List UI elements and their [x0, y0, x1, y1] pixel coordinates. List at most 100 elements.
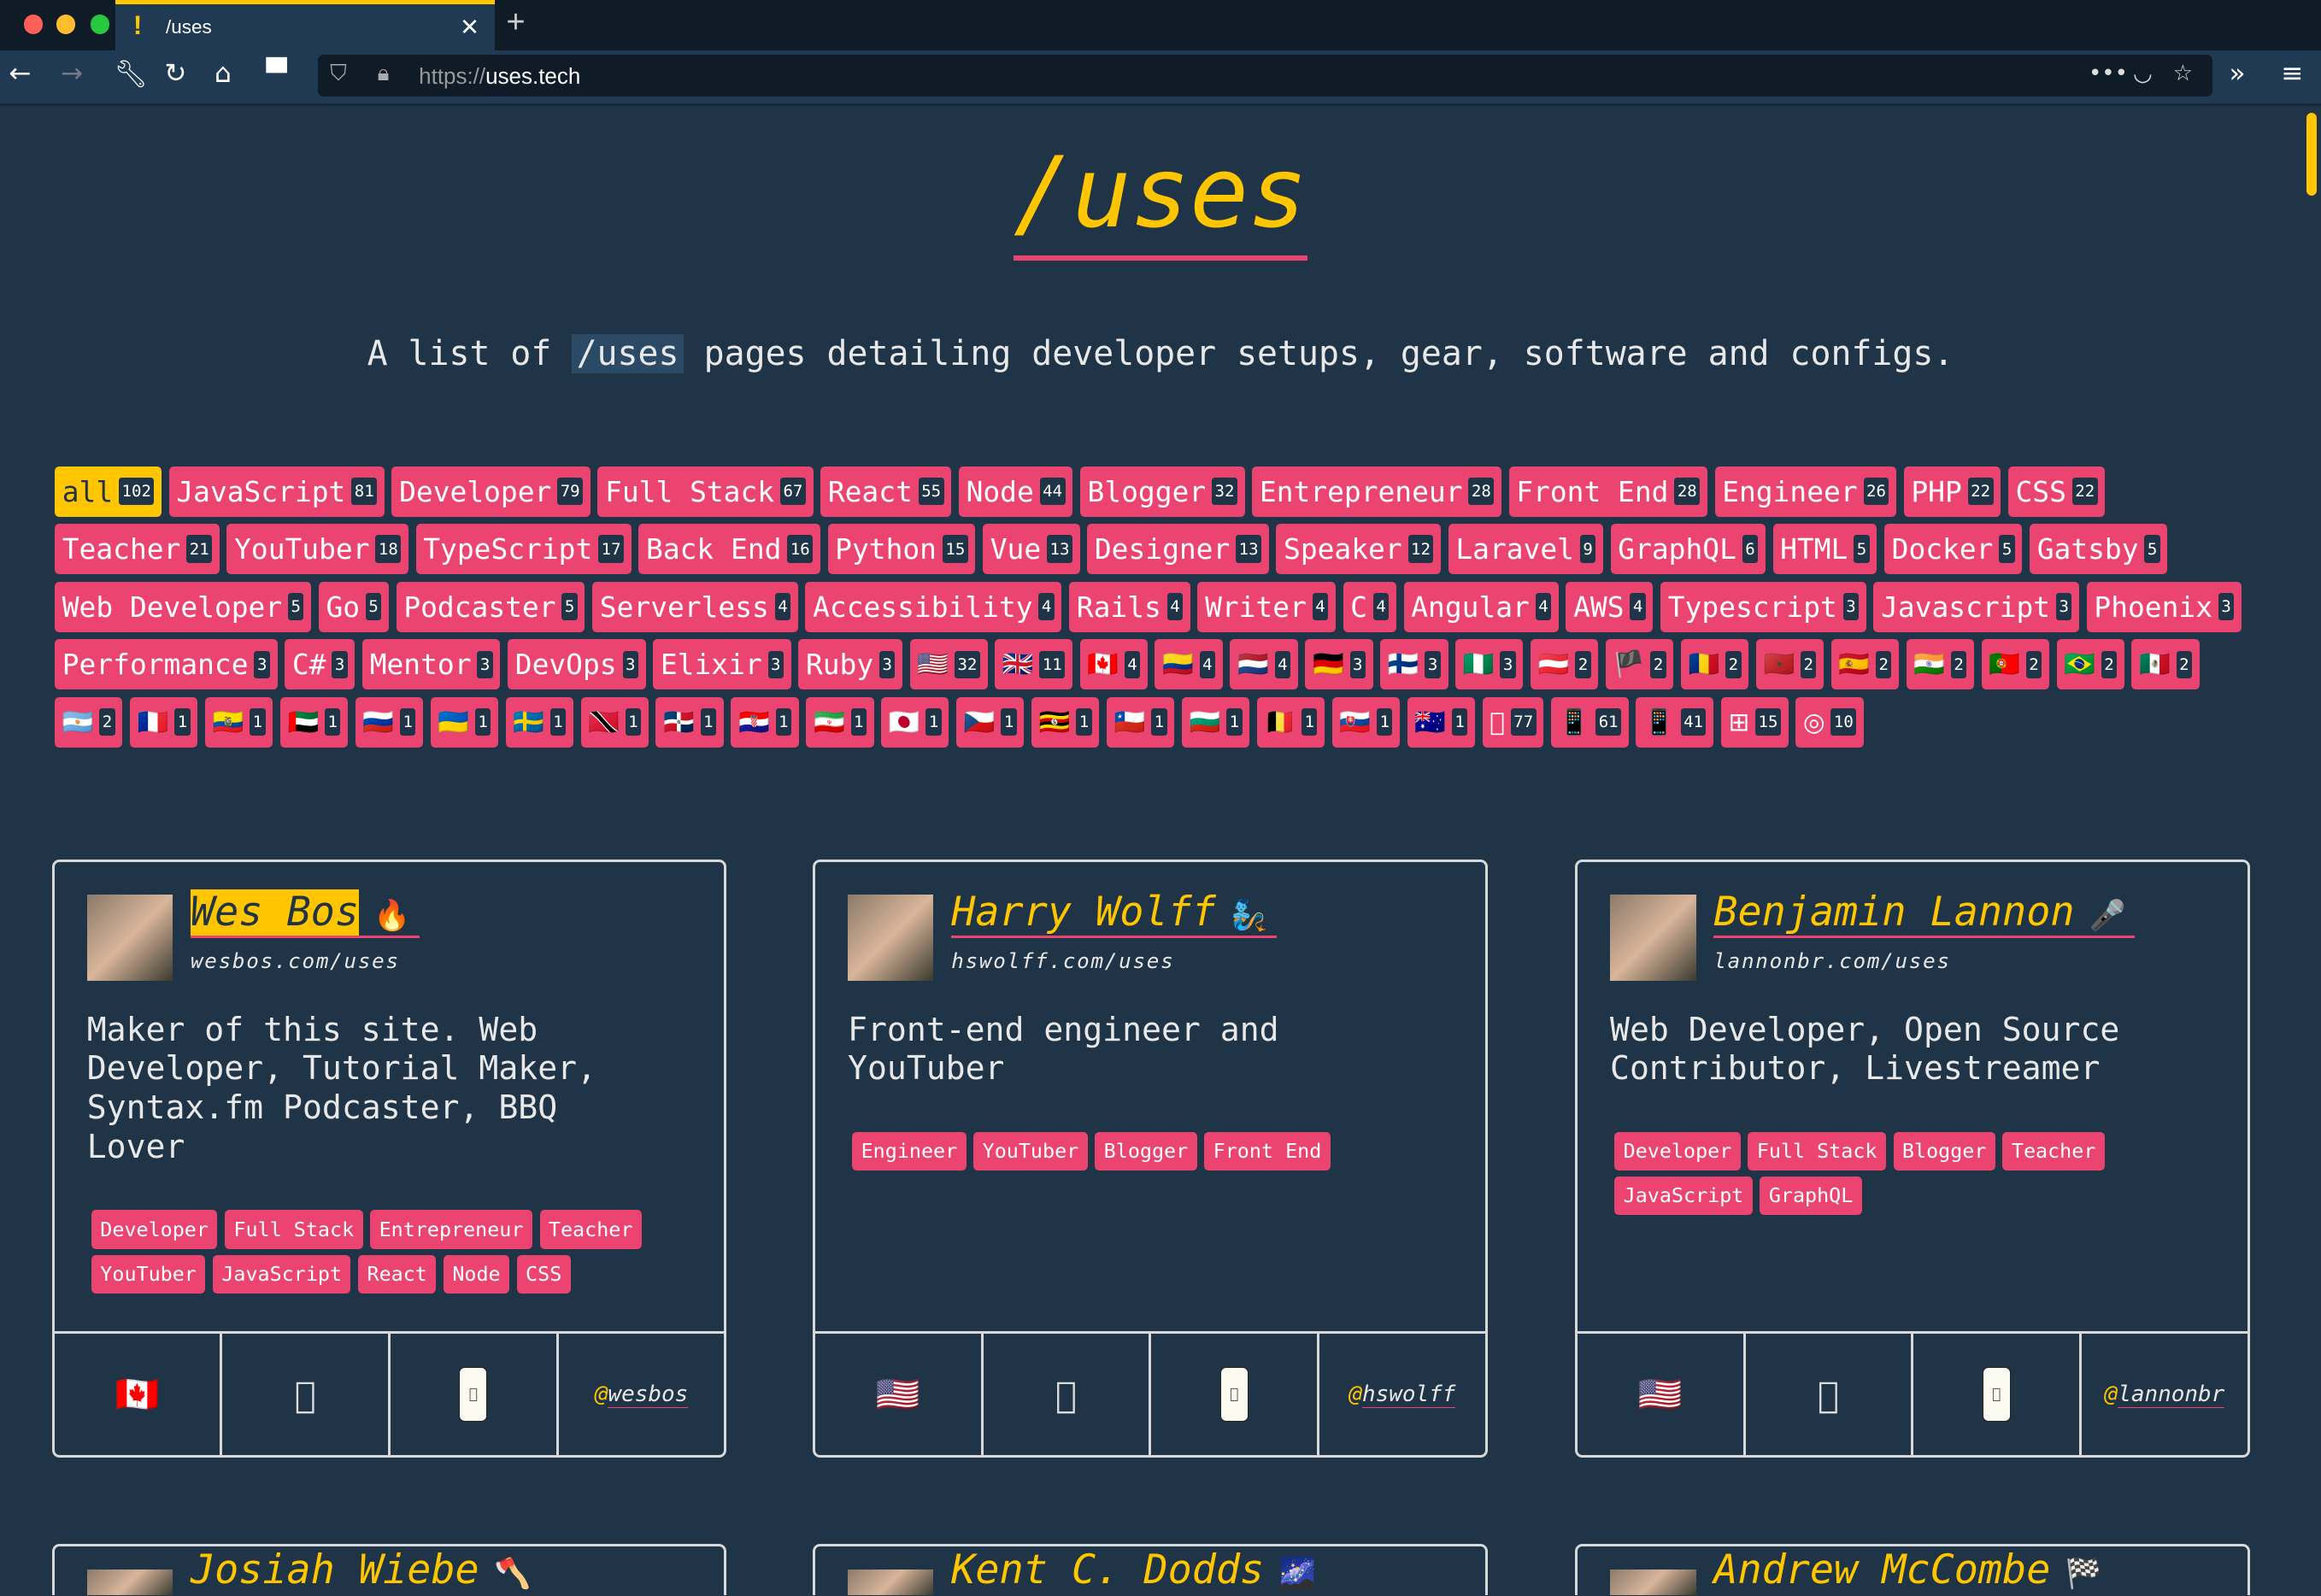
- twitter-link[interactable]: @wesbos: [595, 1382, 689, 1409]
- filter-tag[interactable]: Laravel 9: [1448, 524, 1603, 575]
- menu-icon[interactable]: ≡: [2281, 57, 2304, 89]
- filter-tag[interactable]: Accessibility 4: [805, 581, 1062, 632]
- bookmark-star-icon[interactable]: ☆: [2172, 61, 2193, 86]
- twitter-link[interactable]: @hswolff: [1349, 1382, 1456, 1409]
- filter-tag[interactable]: 🇧🇷 2: [2056, 639, 2124, 690]
- person-name-link[interactable]: Andrew McCombe 🏁: [1713, 1550, 2111, 1594]
- reload-icon[interactable]: ↻: [164, 57, 187, 89]
- filter-tag[interactable]: 🇸🇰 1: [1331, 696, 1401, 748]
- person-uses-link[interactable]: hswolff.com/uses: [951, 948, 1175, 973]
- browser-tab[interactable]: ! /uses ✕: [115, 0, 495, 50]
- filter-tag[interactable]: 77: [1482, 696, 1544, 748]
- filter-tag[interactable]: 🇮🇳 2: [1906, 639, 1974, 690]
- filter-tag[interactable]: React 55: [820, 466, 952, 517]
- filter-tag[interactable]: 🇷🇺 1: [355, 696, 424, 748]
- filter-tag[interactable]: Vue 13: [983, 524, 1080, 575]
- container-icon[interactable]: ▀: [266, 57, 287, 89]
- pocket-icon[interactable]: ◡: [2132, 61, 2153, 86]
- person-name-link[interactable]: Harry Wolff 🧞: [951, 889, 1277, 938]
- filter-tag[interactable]: Javascript 3: [1873, 581, 2080, 632]
- filter-tag[interactable]: 🇲🇽 2: [2131, 639, 2200, 690]
- filter-tag[interactable]: 🇭🇷 1: [731, 696, 799, 748]
- person-uses-link[interactable]: lannonbr.com/uses: [1713, 948, 1951, 973]
- filter-tag[interactable]: 🇲🇦 2: [1755, 639, 1824, 690]
- filter-tag[interactable]: 🇹🇹 1: [580, 696, 649, 748]
- person-tag[interactable]: GraphQL: [1760, 1176, 1862, 1216]
- person-tag[interactable]: Engineer: [852, 1131, 967, 1171]
- filter-tag[interactable]: 🇧🇬 1: [1181, 696, 1250, 748]
- person-tag[interactable]: CSS: [516, 1254, 571, 1294]
- person-tag[interactable]: Teacher: [2002, 1131, 2105, 1171]
- filter-tag[interactable]: Typescript 3: [1660, 581, 1866, 632]
- filter-tag[interactable]: 📱 41: [1636, 696, 1714, 748]
- minimize-window-button[interactable]: [56, 15, 76, 34]
- filter-tag[interactable]: GraphQL 6: [1610, 524, 1766, 575]
- person-tag[interactable]: Developer: [1614, 1131, 1741, 1171]
- filter-tag[interactable]: 🇦🇺 1: [1407, 696, 1475, 748]
- filter-tag[interactable]: Performance 3: [55, 639, 278, 690]
- new-tab-button[interactable]: +: [506, 4, 526, 41]
- person-tag[interactable]: Full Stack: [1748, 1131, 1886, 1171]
- person-tag[interactable]: Blogger: [1095, 1131, 1197, 1171]
- filter-tag[interactable]: Designer 13: [1087, 524, 1269, 575]
- filter-tag[interactable]: Angular 4: [1403, 581, 1559, 632]
- filter-tag[interactable]: 🇨🇦 4: [1079, 639, 1148, 690]
- filter-tag[interactable]: Gatsby 5: [2030, 524, 2168, 575]
- person-name-link[interactable]: Wes Bos 🔥: [190, 889, 420, 938]
- filter-tag[interactable]: 🇮🇷 1: [806, 696, 874, 748]
- filter-tag[interactable]: Web Developer 5: [55, 581, 312, 632]
- twitter-link[interactable]: @lannonbr: [2105, 1382, 2225, 1409]
- filter-tag[interactable]: Elixir 3: [653, 639, 791, 690]
- filter-tag[interactable]: Teacher 21: [55, 524, 220, 575]
- filter-tag[interactable]: PHP 22: [1903, 466, 2001, 517]
- filter-tag[interactable]: CSS 22: [2007, 466, 2106, 517]
- filter-tag[interactable]: C# 3: [285, 639, 355, 690]
- filter-tag[interactable]: 🇺🇦 1: [430, 696, 498, 748]
- person-tag[interactable]: JavaScript: [212, 1254, 351, 1294]
- filter-tag[interactable]: 🇦🇹 2: [1531, 639, 1599, 690]
- person-tag[interactable]: React: [358, 1254, 437, 1294]
- filter-tag[interactable]: Engineer 26: [1714, 466, 1897, 517]
- filter-tag[interactable]: YouTuber 18: [226, 524, 408, 575]
- filter-tag[interactable]: Rails 4: [1069, 581, 1190, 632]
- filter-tag[interactable]: Phoenix 3: [2086, 581, 2242, 632]
- filter-tag[interactable]: 🇦🇷 2: [55, 696, 123, 748]
- back-icon[interactable]: ←: [9, 57, 32, 89]
- filter-tag[interactable]: 🇯🇵 1: [881, 696, 949, 748]
- filter-tag[interactable]: 🇺🇬 1: [1031, 696, 1100, 748]
- filter-tag[interactable]: 🇦🇪 1: [279, 696, 349, 748]
- person-uses-link[interactable]: wesbos.com/uses: [190, 948, 400, 973]
- url-text[interactable]: https://uses.tech: [419, 63, 580, 90]
- person-tag[interactable]: Front End: [1204, 1131, 1331, 1171]
- filter-tag[interactable]: 🇩🇴 1: [655, 696, 724, 748]
- close-tab-icon[interactable]: ✕: [459, 14, 480, 41]
- filter-tag[interactable]: 🇵🇹 2: [1981, 639, 2049, 690]
- filter-tag[interactable]: 🇪🇨 1: [204, 696, 273, 748]
- filter-tag[interactable]: HTML 5: [1772, 524, 1877, 575]
- more-icon[interactable]: •••: [2088, 61, 2128, 86]
- filter-tag[interactable]: Go 5: [318, 581, 389, 632]
- person-tag[interactable]: YouTuber: [973, 1131, 1088, 1171]
- filter-tag[interactable]: AWS 4: [1566, 581, 1654, 632]
- overflow-icon[interactable]: »: [2229, 57, 2246, 89]
- filter-tag[interactable]: Full Stack 67: [597, 466, 814, 517]
- filter-tag[interactable]: 🇳🇬 3: [1455, 639, 1524, 690]
- person-tag[interactable]: Teacher: [539, 1210, 642, 1249]
- filter-tag[interactable]: Podcaster 5: [396, 581, 585, 632]
- person-name-link[interactable]: Josiah Wiebe 🪓: [191, 1550, 540, 1594]
- person-tag[interactable]: Entrepreneur: [370, 1210, 532, 1249]
- filter-tag[interactable]: DevOps 3: [508, 639, 646, 690]
- filter-tag[interactable]: Front End 28: [1508, 466, 1707, 517]
- filter-tag[interactable]: Ruby 3: [798, 639, 903, 690]
- filter-tag[interactable]: ◎ 10: [1795, 696, 1864, 748]
- filter-tag[interactable]: 🇫🇮 3: [1380, 639, 1448, 690]
- filter-tag[interactable]: ⊞ 15: [1720, 696, 1789, 748]
- filter-tag[interactable]: JavaScript 81: [168, 466, 385, 517]
- filter-tag[interactable]: Speaker 12: [1276, 524, 1442, 575]
- filter-tag[interactable]: Blogger 32: [1079, 466, 1245, 517]
- filter-tag[interactable]: Docker 5: [1883, 524, 2023, 575]
- filter-tag[interactable]: 📱 61: [1551, 696, 1629, 748]
- filter-tag[interactable]: 🇨🇿 1: [956, 696, 1025, 748]
- close-window-button[interactable]: [23, 15, 44, 34]
- filter-tag[interactable]: 🇪🇸 2: [1830, 639, 1900, 690]
